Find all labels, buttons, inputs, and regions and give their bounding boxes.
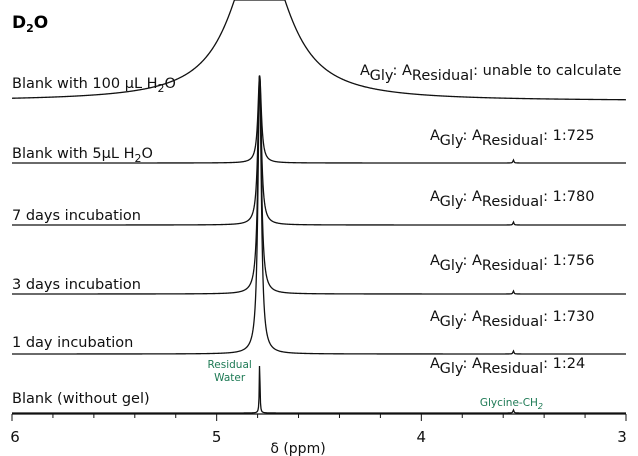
x-axis: 6 5 4 3	[10, 413, 627, 446]
ratio-labels: AGly: AResidual: unable to calculate AGly…	[360, 63, 621, 377]
x-tick-label: 6	[10, 428, 20, 446]
series-label-2: Blank with 5μL H2O	[12, 146, 153, 165]
annotation-residual-water-line-1: Residual	[207, 359, 251, 371]
x-axis-label: δ (ppm)	[270, 441, 325, 456]
spectrum-trace-5	[12, 76, 626, 355]
spectrum-trace-6	[12, 366, 626, 414]
ratio-label-2: AGly: AResidual: 1:725	[430, 128, 594, 149]
series-label-6: Blank (without gel)	[12, 391, 150, 407]
series-labels: Blank with 100 μL H2O Blank with 5μL H2O 7…	[12, 76, 176, 407]
x-tick-label: 4	[417, 428, 427, 446]
spectrum-trace-1	[11, 0, 626, 101]
chart-title: D2O	[12, 13, 48, 35]
x-tick-label: 5	[212, 428, 222, 446]
ratio-label-6: AGly: AResidual: 1:24	[430, 356, 585, 377]
spectrum-trace-3	[12, 75, 626, 226]
series-label-4: 3 days incubation	[12, 277, 141, 293]
series-label-1: Blank with 100 μL H2O	[12, 76, 176, 95]
spectrum-trace-2	[12, 75, 626, 164]
ratio-label-5: AGly: AResidual: 1:730	[430, 309, 594, 330]
annotation-glycine: Glycine-CH2	[480, 397, 543, 411]
annotation-residual-water-line-2: Water	[214, 372, 246, 384]
series-label-5: 1 day incubation	[12, 335, 133, 351]
series-label-3: 7 days incubation	[12, 208, 141, 224]
spectrum-traces	[11, 0, 626, 414]
ratio-label-1: AGly: AResidual: unable to calculate	[360, 63, 621, 84]
ratio-label-3: AGly: AResidual: 1:780	[430, 189, 594, 210]
ratio-label-4: AGly: AResidual: 1:756	[430, 253, 594, 274]
spectrum-trace-4	[11, 76, 626, 295]
x-tick-label: 3	[617, 428, 627, 446]
